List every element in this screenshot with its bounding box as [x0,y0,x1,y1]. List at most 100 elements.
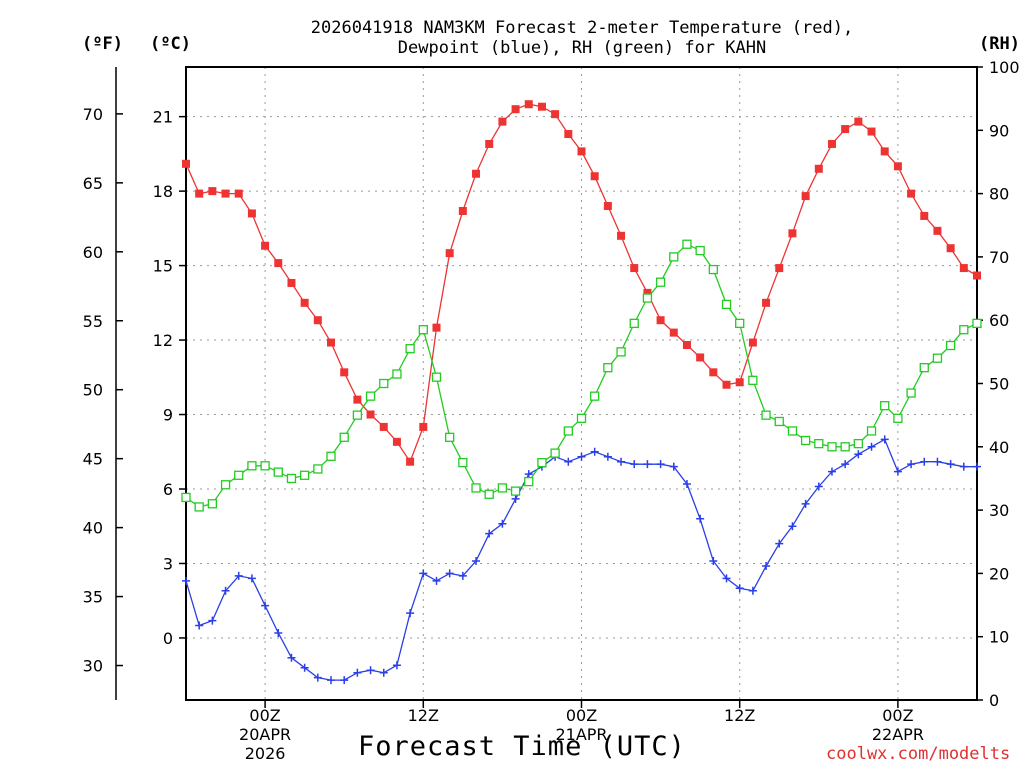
rh-point [299,470,310,480]
fahrenheit-tick-label: 45 [83,450,103,469]
rh-point [207,499,218,509]
dewpoint-point [933,457,942,466]
rh-point [194,502,204,512]
temperature-point [841,125,850,134]
rh-point [576,413,587,423]
rh-point [273,467,283,477]
fahrenheit-tick-label: 65 [83,174,103,193]
temperature-point [907,189,916,198]
fahrenheit-tick-label: 35 [83,588,103,607]
rh-point [405,344,415,354]
x-tick-label: 12Z [408,706,439,725]
dewpoint-point [722,574,731,583]
temperature-point [696,353,705,362]
temperature-point [893,162,902,171]
credit-link[interactable]: coolwx.com/modelts [826,744,1011,764]
rh-point [655,277,666,287]
dewpoint-point [590,447,599,456]
rh-point [220,480,231,490]
rh-point [629,318,639,329]
temperature-point [340,368,349,377]
rh-point [721,299,732,310]
rh-point [906,388,916,398]
temperature-point [709,368,718,377]
rh-point [418,325,428,335]
x-axis-title: Forecast Time (UTC) [358,731,686,762]
temperature-point [735,378,744,387]
temperature-point [485,139,494,148]
dewpoint-point [801,499,810,508]
celsius-tick-label: 12 [153,331,173,350]
temperature-point [353,395,362,404]
rh-point [800,435,811,446]
temperature-point [722,380,731,389]
temperature-point [261,241,270,250]
chart-title-line-1: 2026041918 NAM3KM Forecast 2-meter Tempe… [310,18,854,38]
rh-tick-label: 70 [989,248,1009,267]
fahrenheit-tick-label: 40 [83,519,103,538]
rh-axis-label: (RH) [979,34,1020,54]
temperature-point [195,189,204,198]
temperature-point [208,187,217,196]
celsius-axis-label: (ºC) [150,34,191,54]
rh-point [840,442,850,452]
x-tick-label: 00Z [249,706,280,725]
dewpoint-point [630,460,639,469]
temperature-point [920,211,929,220]
rh-point [603,363,613,373]
temperature-point [603,202,612,211]
axis-ticks: 0 3 6 9 12 15 18 21 30 35 40 45 50 55 60 65 70 0 10 20 30 40 5… [83,58,1020,763]
rh-point [748,375,758,385]
rh-point [497,483,508,493]
dewpoint-point [524,470,533,479]
dewpoint-point [959,462,968,471]
temperature-point [287,278,296,287]
dewpoint-point [973,462,981,471]
rh-point [814,438,824,449]
dewpoint-point [867,442,876,451]
temperature-point [182,159,190,168]
rh-tick-label: 80 [989,185,1009,204]
temperature-point [247,209,256,218]
rh-point [471,483,481,493]
rh-point [590,391,600,401]
dewpoint-point [208,616,217,625]
celsius-tick-label: 3 [163,554,173,573]
dewpoint-point [392,661,401,670]
x-tick-label: 2026 [245,744,286,763]
dewpoint-point [682,480,691,489]
celsius-tick-label: 15 [153,257,173,276]
dewpoint-point [472,556,481,565]
rh-tick-label: 0 [989,691,999,710]
temperature-point [801,192,810,201]
dewpoint-point [827,467,836,476]
celsius-tick-label: 0 [163,629,173,648]
gridlines [186,67,977,700]
fahrenheit-tick-label: 50 [83,381,103,400]
temperature-point [814,164,823,173]
temperature-point [564,130,573,139]
dewpoint-point [458,571,467,580]
series-rh [181,239,982,512]
rh-point [445,432,455,442]
dewpoint-point [300,663,309,672]
celsius-tick-label: 6 [163,480,173,499]
chart-title-line-2: Dewpoint (blue), RH (green) for KAHN [397,38,767,58]
x-tick-label: 20APR [239,725,291,744]
temperature-point [551,110,560,119]
celsius-tick-label: 21 [153,108,173,127]
rh-point [642,293,653,303]
temperature-point [498,117,507,126]
dewpoint-point [182,576,190,585]
temperature-point [313,316,322,325]
temperature-line [185,103,978,464]
rh-point [866,426,877,436]
temperature-point [933,226,942,235]
rh-point [392,369,402,379]
rh-point [682,239,692,249]
rh-point [484,489,494,499]
dewpoint-point [313,673,322,682]
rh-point [735,318,745,329]
rh-tick-label: 40 [989,438,1009,457]
temperature-point [274,259,283,268]
